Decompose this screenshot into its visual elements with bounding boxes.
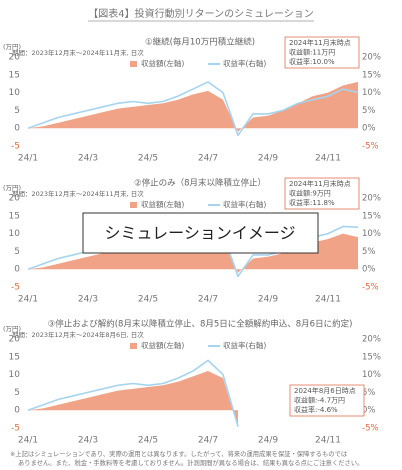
chart-title: ①継続(毎月10万円積立継続) <box>145 37 255 48</box>
unit-label: (万円) <box>3 325 21 333</box>
y2-tick-label: 10% <box>362 370 381 380</box>
y-tick-label: 10 <box>9 88 21 98</box>
y2-tick-label: 5% <box>362 388 376 398</box>
page-title: 【図表4】投資行動別リターンのシミュレーション <box>88 7 313 20</box>
y2-tick-label: 15% <box>362 352 381 362</box>
x-tick-label: 24/5 <box>138 436 158 446</box>
period-label: 期間：2023年12月末～2024年8月6日, 日次 <box>12 330 144 339</box>
y2-tick-label: 0% <box>362 124 376 134</box>
y2-tick-label: 5% <box>362 106 376 116</box>
chart-title: ③停止および解約(8月末以降積立停止、8月5日に全額解約申込、8月6日に約定) <box>48 319 353 330</box>
footnote: ※上記はシミュレーションであり、実際の運用とは異なります。したがって、将来の運用… <box>10 449 347 458</box>
legend-swatch <box>130 202 137 208</box>
x-tick-label: 24/7 <box>198 154 218 164</box>
annotation-text: 2024年8月6日時点 <box>294 386 356 395</box>
legend-label: 収益率(右軸) <box>223 340 266 350</box>
y-tick-label: 10 <box>9 370 21 380</box>
period-label: 期間：2023年12月末～2024年11月末, 日次 <box>12 189 144 198</box>
annotation-text: 2024年11月末時点 <box>289 179 351 188</box>
x-tick-label: 24/3 <box>78 436 98 446</box>
y-tick-label: 15 <box>9 211 20 221</box>
y2-tick-label: -5% <box>362 142 379 152</box>
overlay-box <box>82 212 319 254</box>
area <box>28 371 238 427</box>
x-tick-label: 24/1 <box>18 436 38 446</box>
line <box>27 359 239 427</box>
legend-swatch <box>130 61 137 67</box>
x-tick-label: 24/5 <box>138 295 158 305</box>
overlay-label: シミュレーションイメージ <box>104 224 295 243</box>
area <box>28 81 358 132</box>
x-tick-label: 24/1 <box>18 295 38 305</box>
y-tick-label: 10 <box>9 229 21 239</box>
y-tick-label: 0 <box>14 124 20 134</box>
legend-label: 収益額(左軸) <box>141 199 184 209</box>
y-tick-label: 5 <box>14 247 20 257</box>
annotation-text: 収益率:10.0% <box>289 57 335 66</box>
x-tick-label: 24/9 <box>258 295 278 305</box>
legend-label: 収益額(左軸) <box>141 340 184 350</box>
y2-tick-label: 15% <box>362 70 381 80</box>
y-tick-label: -5 <box>11 142 20 152</box>
annotation-text: 収益率:11.8% <box>289 198 335 207</box>
y2-tick-label: 20% <box>362 53 381 63</box>
y-tick-label: 20 <box>9 194 21 204</box>
y2-tick-label: 10% <box>362 88 381 98</box>
y-tick-label: 0 <box>14 265 20 275</box>
period-label: 期間：2023年12月末～2024年11月末, 日次 <box>12 48 144 57</box>
y2-tick-label: 0% <box>362 265 376 275</box>
line <box>27 81 359 137</box>
y2-tick-label: -5% <box>362 424 379 434</box>
y2-tick-label: 5% <box>362 247 376 257</box>
chart-title: ②停止のみ（8月末以降積立停止） <box>134 178 266 189</box>
charts: ①継続(毎月10万円積立継続)(万円)期間：2023年12月末～2024年11月… <box>3 37 381 446</box>
footnote: ありません。また、税金・手数料等を考慮しておりません。計測期間が異なる場合は、結… <box>18 458 363 467</box>
unit-label: (万円) <box>3 184 21 192</box>
y2-tick-label: 0% <box>362 406 376 416</box>
y2-tick-label: 10% <box>362 229 381 239</box>
legend-label: 収益額(左軸) <box>141 58 184 68</box>
annotation-text: 収益額:-4.7万円 <box>294 396 345 405</box>
unit-label: (万円) <box>3 43 21 51</box>
x-tick-label: 24/9 <box>258 436 278 446</box>
y2-tick-label: 20% <box>362 335 381 345</box>
y-tick-label: 20 <box>9 53 21 63</box>
y2-tick-label: -5% <box>362 283 379 293</box>
annotation-text: 収益率:-4.6% <box>294 405 338 414</box>
x-tick-label: 24/3 <box>78 154 98 164</box>
x-tick-label: 24/7 <box>198 436 218 446</box>
y-tick-label: 5 <box>14 388 20 398</box>
y-tick-label: 15 <box>9 70 20 80</box>
x-tick-label: 24/7 <box>198 295 218 305</box>
annotation-box <box>289 384 365 417</box>
x-tick-label: 24/11 <box>315 436 341 446</box>
y2-tick-label: 20% <box>362 194 381 204</box>
y-tick-label: 20 <box>9 335 21 345</box>
legend-swatch <box>130 343 137 349</box>
x-tick-label: 24/11 <box>315 154 341 164</box>
y-tick-label: 5 <box>14 106 20 116</box>
x-tick-label: 24/9 <box>258 154 278 164</box>
annotation-box <box>284 177 360 210</box>
annotation-text: 収益額:9万円 <box>289 189 331 198</box>
legend-label: 収益率(右軸) <box>223 58 266 68</box>
annotation-box <box>284 36 360 69</box>
y2-tick-label: 15% <box>362 211 381 221</box>
annotation-text: 収益額:11万円 <box>289 48 335 57</box>
annotation-text: 2024年11月末時点 <box>289 38 351 47</box>
y-tick-label: 0 <box>14 406 20 416</box>
x-tick-label: 24/1 <box>18 154 38 164</box>
x-tick-label: 24/5 <box>138 154 158 164</box>
x-tick-label: 24/3 <box>78 295 98 305</box>
legend-label: 収益率(右軸) <box>223 199 266 209</box>
x-tick-label: 24/11 <box>315 295 341 305</box>
y-tick-label: -5 <box>11 424 20 434</box>
y-tick-label: 15 <box>9 352 20 362</box>
y-tick-label: -5 <box>11 283 20 293</box>
